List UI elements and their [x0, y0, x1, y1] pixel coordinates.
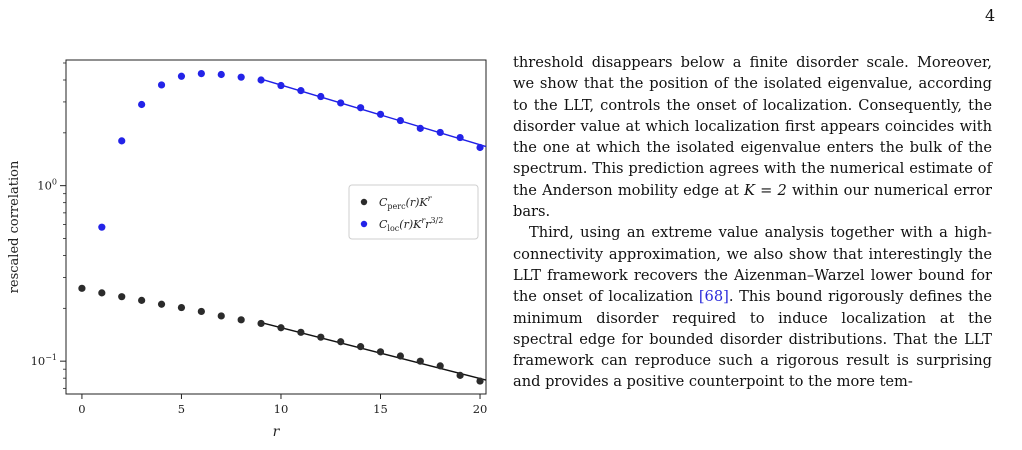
data-point: [297, 87, 305, 95]
data-point: [138, 100, 146, 109]
data-point: [356, 104, 365, 112]
data-point: [456, 371, 464, 379]
data-point: [416, 357, 424, 365]
data-point: [337, 338, 345, 346]
data-point: [78, 284, 86, 292]
data-point: [277, 81, 285, 90]
data-point: [376, 110, 385, 118]
data-point: [277, 324, 285, 332]
data-point: [436, 362, 444, 370]
correlation-figure: 0 5 10 15 20 100 10−1 r rescaled correlation Cper…: [7, 59, 488, 440]
data-point: [356, 343, 365, 351]
x-axis-label: r: [273, 424, 281, 440]
data-point: [317, 333, 325, 341]
x-tick-label: 10: [274, 402, 289, 416]
data-point: [177, 303, 186, 312]
legend-label: Cperc(r)Kr: [379, 194, 433, 211]
data-point: [257, 319, 265, 328]
legend-box: [348, 184, 479, 240]
data-point: [98, 223, 106, 231]
paragraph-2: Third, using an extreme value analysis t…: [513, 222, 992, 392]
plot-frame: [65, 59, 487, 395]
page-number: 4: [985, 6, 996, 25]
y-tick-label: 10−1: [31, 353, 57, 368]
data-point: [197, 307, 205, 316]
p1-text-a: threshold disappears below a finite diso…: [513, 54, 992, 199]
fit-line: [260, 321, 487, 381]
body-text: threshold disappears below a finite diso…: [513, 52, 992, 393]
p1-math: K = 2: [744, 181, 787, 199]
data-point: [177, 72, 186, 80]
data-point: [337, 99, 345, 107]
data-point: [317, 92, 325, 101]
data-point: [237, 73, 245, 81]
x-tick-label: 15: [373, 402, 388, 416]
data-point: [456, 133, 464, 142]
data-point: [197, 70, 205, 78]
citation-link[interactable]: [68]: [698, 288, 729, 306]
legend-marker: [360, 198, 368, 206]
data-point: [396, 352, 405, 360]
fit-line: [260, 78, 487, 148]
data-point: [396, 116, 405, 125]
data-point: [257, 76, 265, 84]
data-point: [138, 296, 146, 304]
data-point: [217, 70, 225, 79]
data-point: [376, 348, 385, 356]
data-point: [476, 143, 484, 152]
p2-text-a: Third, using an extreme value analysis t…: [513, 224, 992, 306]
x-tick-label: 20: [473, 402, 488, 416]
x-tick-label: 0: [78, 402, 85, 416]
data-point: [297, 328, 305, 336]
data-point: [237, 316, 245, 324]
data-point: [217, 312, 225, 320]
y-tick-label: 100: [37, 178, 57, 193]
legend-label: Cloc(r)Krr3/2: [379, 216, 443, 233]
p2-text-b: . This bound rigorously defines the mini…: [513, 288, 992, 391]
data-point: [118, 293, 126, 301]
x-tick-label: 5: [178, 402, 185, 416]
legend-marker: [360, 220, 368, 228]
p1-text-b: within our numerical error bars.: [513, 181, 992, 221]
data-point: [436, 128, 444, 137]
data-point: [476, 377, 484, 385]
data-point: [416, 124, 424, 132]
data-point: [157, 300, 166, 308]
data-point: [118, 137, 126, 145]
data-point: [157, 81, 166, 89]
data-point: [98, 289, 106, 297]
paragraph-1: threshold disappears below a finite diso…: [513, 52, 992, 222]
y-axis-label: rescaled correlation: [7, 160, 22, 293]
